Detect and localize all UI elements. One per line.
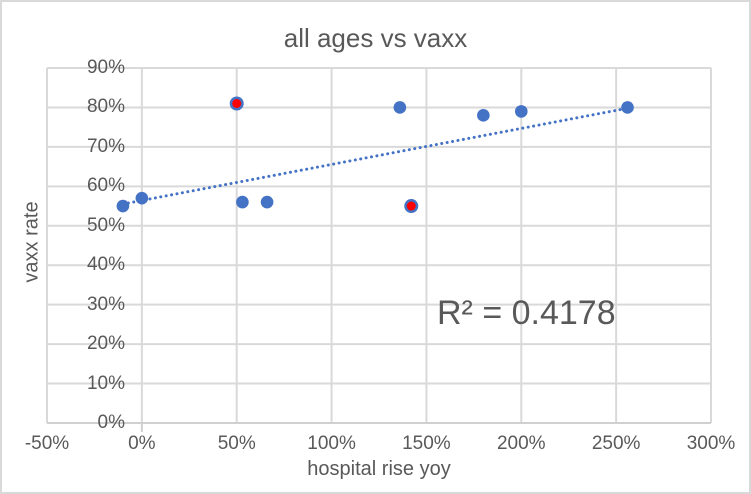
x-axis-tick-label: 200% [496,433,546,454]
x-axis-tick-label: 300% [686,433,736,454]
chart-title: all ages vs vaxx [283,23,468,53]
data-point[interactable] [393,101,407,114]
x-axis-tick-label: 0% [128,433,156,454]
x-axis-tick-label: 100% [307,433,356,454]
y-axis-tick-label: 10% [86,372,125,394]
data-point[interactable] [260,195,274,209]
data-point[interactable] [135,191,149,205]
data-point[interactable] [621,101,634,114]
data-point[interactable] [514,105,528,118]
data-point[interactable] [477,109,490,122]
trendline [121,106,630,206]
y-axis-tick-label: 30% [86,293,125,315]
y-axis-tick-label: 0% [97,412,125,433]
data-point-highlighted[interactable] [406,201,416,211]
r-squared-annotation: R² = 0.4178 [437,294,616,332]
y-axis-tick-label: 70% [86,135,125,157]
x-axis-tick-label: 250% [591,433,641,454]
y-axis-tick-label: 50% [86,214,125,236]
y-axis-tick-label: 90% [86,57,125,78]
x-axis-tick-label: 150% [402,433,451,454]
y-axis-tick-label: 60% [86,175,125,197]
data-point[interactable] [116,199,130,213]
x-axis-title: hospital rise yoy [307,458,451,480]
x-axis-tick-label: 50% [217,433,256,454]
data-point[interactable] [236,195,249,209]
x-axis-tick-label: -50% [24,433,70,454]
y-axis-title: vaxx rate [20,201,43,283]
y-axis-tick-label: 40% [86,254,125,276]
data-point-highlighted[interactable] [232,99,242,108]
y-axis-tick-label: 80% [86,96,125,118]
y-axis-tick-label: 20% [86,333,125,355]
